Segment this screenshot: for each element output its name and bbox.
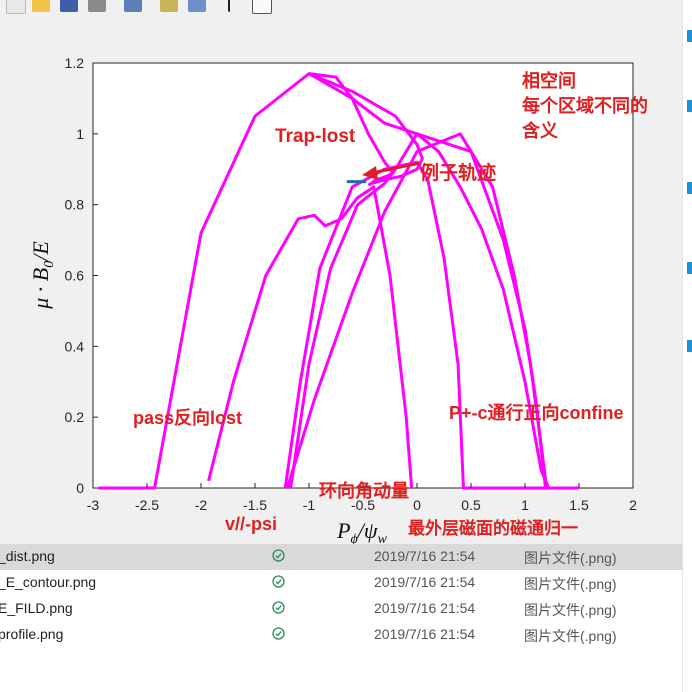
property-editor-icon[interactable] — [252, 0, 272, 14]
new-file-icon[interactable] — [6, 0, 26, 14]
file-type: 图片文件(.png) — [524, 576, 617, 592]
sync-ok-icon — [272, 575, 285, 588]
edge-marker — [687, 100, 692, 112]
annotation-pass-reverse-lost: pass反向lost — [133, 407, 242, 428]
file-list: _dist.png 2019/7/16 21:54 图片文件(.png) _E_… — [0, 544, 692, 692]
file-row[interactable]: E_FILD.png 2019/7/16 21:54 图片文件(.png) — [0, 596, 692, 622]
trajectory-curve-0 — [98, 72, 579, 490]
y-tick-label: 0.6 — [65, 268, 85, 284]
link-icon[interactable] — [124, 0, 142, 12]
x-tick-label: -3 — [87, 497, 100, 513]
file-date: 2019/7/16 21:54 — [374, 600, 476, 616]
x-tick-label: 1 — [521, 497, 529, 513]
pointer-icon[interactable] — [228, 0, 242, 12]
annotation-trap-lost: Trap-lost — [275, 126, 356, 147]
x-tick-label: -2.5 — [135, 497, 159, 513]
annotation-meaning: 含义 — [522, 120, 558, 141]
annotation-region-meaning: 每个区域不同的 — [522, 95, 648, 116]
x-tick-label: -2 — [195, 497, 208, 513]
file-row[interactable]: _E_contour.png 2019/7/16 21:54 图片文件(.png… — [0, 570, 692, 596]
x-tick-label: -0.5 — [351, 497, 375, 513]
file-date: 2019/7/16 21:54 — [374, 574, 476, 590]
x-tick-label: -1 — [303, 497, 316, 513]
axis-ticks: -3 -2.5 -2 -1.5 -1 -0.5 0 0.5 1 1.5 2 0 0.2 0.4 0.6 0.8… — [65, 55, 638, 513]
colorbar-icon[interactable] — [160, 0, 178, 12]
y-axis-label-e: /E — [28, 241, 53, 263]
file-name: E_FILD.png — [0, 600, 73, 616]
edge-marker — [687, 262, 692, 274]
trajectory-curve-1 — [308, 72, 395, 187]
trajectory-curve-4 — [283, 160, 549, 490]
y-tick-label: 0.8 — [65, 197, 85, 213]
x-tick-label: 0 — [413, 497, 421, 513]
file-type: 图片文件(.png) — [524, 602, 617, 618]
x-axis-label-p: P — [336, 518, 350, 543]
file-name: _dist.png — [0, 548, 55, 564]
file-row[interactable]: _dist.png 2019/7/16 21:54 图片文件(.png) — [0, 544, 692, 570]
x-tick-label: 0.5 — [461, 497, 481, 513]
y-tick-label: 1 — [76, 126, 84, 142]
x-axis-label-slash: /ψ — [356, 518, 378, 543]
y-tick-label: 1.2 — [65, 55, 85, 71]
figure-toolbar — [0, 0, 692, 20]
x-tick-label: -1.5 — [243, 497, 267, 513]
y-axis-label: μ · B0/E — [28, 241, 57, 310]
y-axis-label-sub: 0 — [42, 261, 57, 268]
open-folder-icon[interactable] — [32, 0, 50, 12]
matlab-figure-window: -3 -2.5 -2 -1.5 -1 -0.5 0 0.5 1 1.5 2 0 0.2 0.4 0.6 0.8… — [0, 0, 692, 548]
print-icon[interactable] — [88, 0, 106, 12]
file-row[interactable]: profile.png 2019/7/16 21:54 图片文件(.png) — [0, 622, 692, 648]
edge-marker — [687, 30, 692, 42]
file-type: 图片文件(.png) — [524, 628, 617, 644]
file-name: _E_contour.png — [0, 574, 97, 590]
save-icon[interactable] — [60, 0, 78, 12]
x-axis-label-phi: ϕ — [351, 532, 358, 547]
file-type: 图片文件(.png) — [524, 550, 617, 566]
annotation-vpar-psi: v//-psi — [225, 514, 277, 534]
annotation-phase-space: 相空间 — [522, 70, 576, 91]
edge-marker — [687, 182, 692, 194]
axes-box — [92, 62, 634, 489]
annotation-arrow-head — [362, 166, 378, 180]
annotation-arrow — [371, 161, 421, 175]
annotation-passing-confine: P+-c通行正向confine — [449, 402, 624, 423]
y-tick-label: 0 — [76, 480, 84, 496]
annotation-particle-orbit: 例子轨迹 — [420, 161, 496, 184]
annotation-flux-normalization: 最外层磁面的磁通归一 — [408, 518, 578, 538]
file-date: 2019/7/16 21:54 — [374, 626, 476, 642]
edge-marker — [687, 340, 692, 352]
x-axis-label-w: w — [378, 532, 388, 547]
phase-space-chart: -3 -2.5 -2 -1.5 -1 -0.5 0 0.5 1 1.5 2 0 0.2 0.4 0.6 0.8… — [28, 55, 648, 547]
background-window-edge — [682, 0, 692, 692]
trajectory-curve-3 — [207, 185, 414, 489]
y-tick-label: 0.2 — [65, 409, 85, 425]
annotation-toroidal-momentum: 环向角动量 — [319, 480, 409, 501]
sync-ok-icon — [272, 627, 285, 640]
y-axis-label-mu: μ · B — [28, 268, 53, 310]
trajectory-curve-6 — [285, 132, 549, 489]
legend-icon[interactable] — [188, 0, 206, 12]
sync-ok-icon — [272, 549, 285, 562]
y-tick-label: 0.4 — [65, 338, 85, 354]
trajectory-curves — [98, 72, 579, 490]
sync-ok-icon — [272, 601, 285, 614]
x-tick-label: 2 — [629, 497, 637, 513]
x-tick-label: 1.5 — [569, 497, 589, 513]
x-axis-label: Pϕ/ψw — [336, 518, 387, 547]
file-name: profile.png — [0, 626, 64, 642]
file-date: 2019/7/16 21:54 — [374, 548, 476, 564]
